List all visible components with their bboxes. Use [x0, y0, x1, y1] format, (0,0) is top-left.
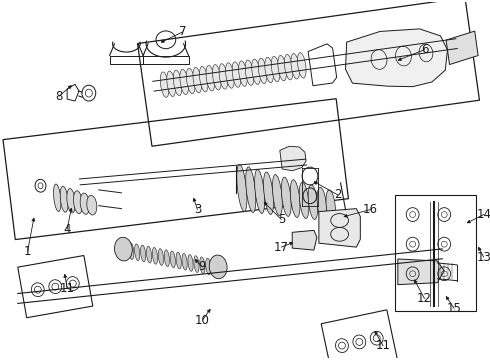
Ellipse shape	[237, 164, 247, 211]
Ellipse shape	[326, 190, 336, 221]
Ellipse shape	[245, 167, 256, 212]
Polygon shape	[398, 259, 444, 285]
Ellipse shape	[194, 256, 199, 273]
Ellipse shape	[53, 184, 61, 212]
Text: 5: 5	[278, 213, 285, 226]
Ellipse shape	[291, 54, 299, 79]
Text: 12: 12	[417, 292, 432, 305]
Bar	[395, 195, 476, 311]
Ellipse shape	[297, 53, 306, 78]
Ellipse shape	[200, 257, 205, 274]
Ellipse shape	[206, 66, 215, 91]
Ellipse shape	[147, 246, 152, 263]
Ellipse shape	[164, 250, 170, 266]
Ellipse shape	[258, 58, 267, 84]
Text: 11: 11	[60, 282, 74, 295]
Polygon shape	[345, 29, 447, 87]
Ellipse shape	[272, 175, 282, 215]
Ellipse shape	[213, 64, 221, 90]
Text: 13: 13	[476, 251, 490, 264]
Ellipse shape	[176, 252, 181, 269]
Ellipse shape	[265, 57, 273, 83]
Ellipse shape	[60, 186, 68, 212]
Ellipse shape	[299, 182, 309, 219]
Text: 6: 6	[421, 43, 428, 56]
Polygon shape	[280, 146, 306, 171]
Polygon shape	[292, 230, 317, 250]
Ellipse shape	[281, 177, 291, 216]
Ellipse shape	[135, 244, 140, 261]
Ellipse shape	[291, 180, 300, 217]
Ellipse shape	[87, 195, 97, 215]
Ellipse shape	[173, 70, 182, 95]
Ellipse shape	[158, 249, 164, 265]
Ellipse shape	[199, 67, 208, 92]
Text: 9: 9	[198, 260, 206, 273]
Ellipse shape	[239, 61, 247, 86]
Text: 7: 7	[179, 26, 186, 39]
Ellipse shape	[209, 255, 227, 279]
Ellipse shape	[160, 72, 169, 97]
Text: 11: 11	[375, 339, 391, 352]
Ellipse shape	[278, 55, 287, 81]
Ellipse shape	[167, 71, 175, 96]
Ellipse shape	[182, 253, 187, 270]
Ellipse shape	[152, 247, 158, 264]
Text: 4: 4	[63, 223, 71, 236]
Text: 10: 10	[195, 314, 210, 327]
Ellipse shape	[245, 60, 254, 85]
Text: 16: 16	[363, 203, 378, 216]
Text: 15: 15	[447, 302, 462, 315]
Ellipse shape	[115, 237, 132, 261]
Text: 2: 2	[334, 188, 342, 201]
Ellipse shape	[206, 258, 211, 275]
Ellipse shape	[186, 68, 195, 94]
Text: 17: 17	[274, 240, 289, 254]
Ellipse shape	[225, 63, 234, 88]
Text: 14: 14	[476, 208, 490, 221]
Ellipse shape	[255, 170, 265, 213]
Ellipse shape	[188, 255, 193, 271]
Text: 8: 8	[55, 90, 63, 103]
Ellipse shape	[193, 67, 201, 93]
Ellipse shape	[219, 64, 228, 89]
Ellipse shape	[232, 62, 241, 87]
Ellipse shape	[271, 56, 280, 82]
Text: 3: 3	[194, 203, 201, 216]
Polygon shape	[446, 31, 478, 64]
Ellipse shape	[317, 188, 326, 220]
Polygon shape	[319, 209, 360, 247]
Ellipse shape	[180, 69, 189, 95]
Ellipse shape	[80, 193, 90, 214]
Ellipse shape	[170, 251, 175, 268]
Ellipse shape	[67, 189, 75, 213]
Ellipse shape	[74, 191, 82, 213]
Ellipse shape	[264, 172, 273, 215]
Ellipse shape	[284, 54, 293, 80]
Ellipse shape	[308, 185, 318, 219]
Text: 1: 1	[24, 244, 31, 257]
Ellipse shape	[141, 245, 146, 262]
Ellipse shape	[252, 59, 260, 85]
Ellipse shape	[129, 243, 134, 260]
